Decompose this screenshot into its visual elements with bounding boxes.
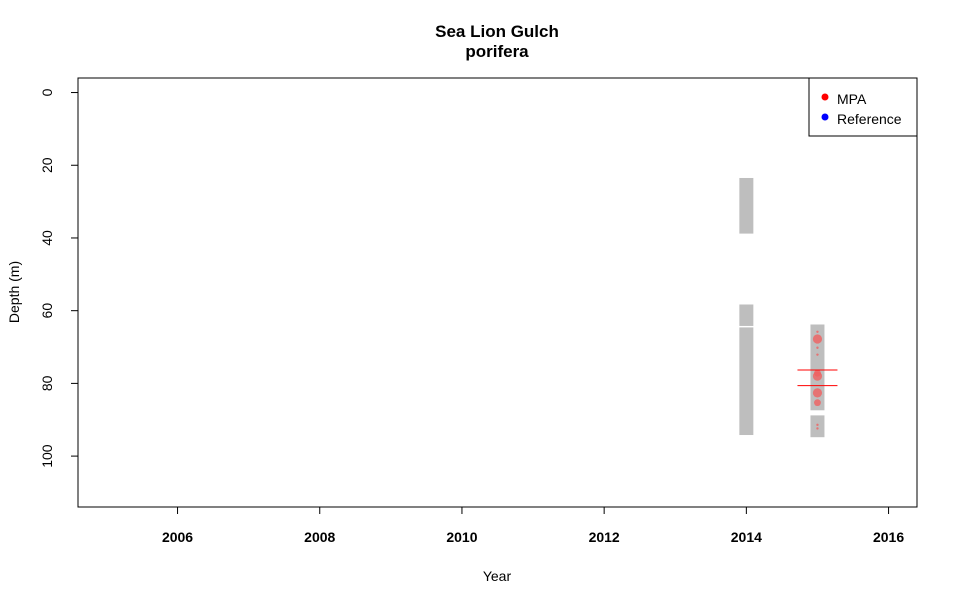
survey-range-bar	[739, 304, 754, 326]
survey-range-bar	[739, 177, 754, 234]
data-point-mpa	[816, 423, 819, 427]
data-point-mpa	[816, 330, 819, 333]
x-tick-label: 2012	[589, 529, 620, 545]
plot-area	[739, 177, 838, 438]
y-tick-label: 20	[39, 157, 55, 173]
x-axis: 2006 2008 2010 2012 2014 2016	[162, 507, 904, 545]
data-point-mpa	[812, 334, 823, 344]
data-point-mpa	[812, 371, 823, 381]
chart-title: Sea Lion Gulch	[435, 22, 559, 41]
data-point-mpa	[816, 427, 819, 430]
chart-subtitle: porifera	[465, 42, 529, 61]
legend-label-mpa: MPA	[837, 91, 867, 107]
legend: MPA Reference	[808, 77, 918, 137]
x-tick-label: 2016	[873, 529, 904, 545]
y-tick-label: 60	[39, 303, 55, 319]
x-tick-label: 2008	[304, 529, 335, 545]
y-axis-label: Depth (m)	[6, 261, 22, 323]
data-point-mpa	[816, 346, 819, 349]
x-axis-label: Year	[483, 568, 512, 584]
survey-range-bar	[739, 327, 754, 436]
plot-frame	[77, 77, 918, 508]
legend-marker-mpa	[821, 93, 829, 101]
y-tick-label: 40	[39, 230, 55, 246]
legend-label-reference: Reference	[837, 111, 902, 127]
y-tick-label: 80	[39, 375, 55, 391]
x-tick-label: 2010	[446, 529, 477, 545]
data-point-mpa	[816, 353, 819, 356]
legend-marker-reference	[821, 113, 829, 121]
survey-range-bar	[810, 324, 825, 411]
survey-range-bar	[810, 415, 825, 438]
x-tick-label: 2006	[162, 529, 193, 545]
data-point-mpa	[812, 388, 823, 398]
y-axis: 0 20 40 60 80 100	[39, 88, 78, 468]
y-tick-label: 100	[39, 444, 55, 468]
y-tick-label: 0	[39, 88, 55, 96]
data-point-mpa	[814, 399, 821, 407]
legend-box	[808, 77, 918, 137]
x-tick-label: 2014	[731, 529, 762, 545]
